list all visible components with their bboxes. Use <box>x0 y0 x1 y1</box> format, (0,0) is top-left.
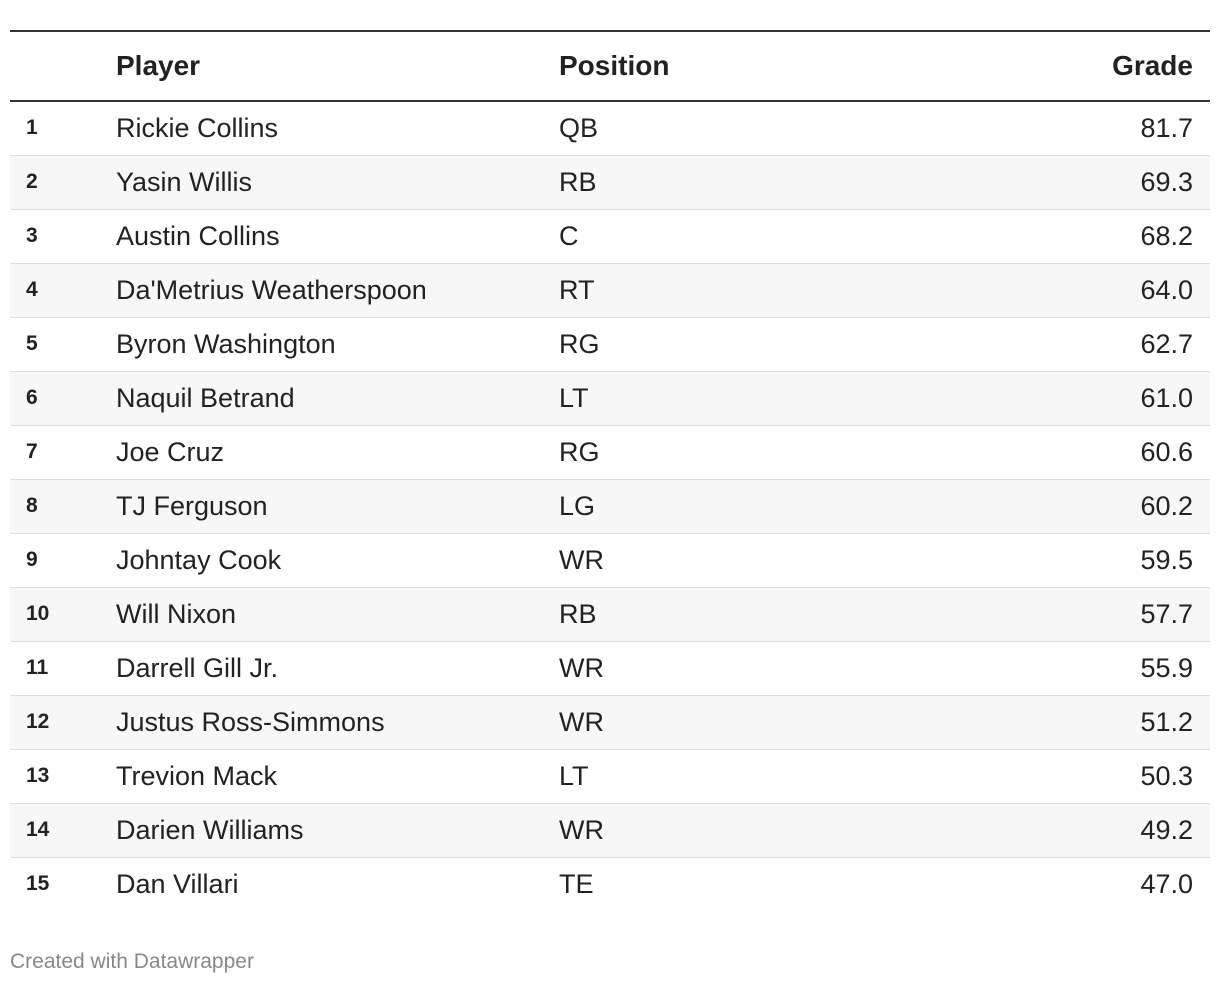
rank-cell: 4 <box>26 278 38 301</box>
grade-cell: 59.5 <box>1140 544 1193 575</box>
table-row: 13 Trevion Mack LT 50.3 <box>10 749 1210 803</box>
player-cell: Trevion Mack <box>116 760 278 791</box>
grade-cell: 49.2 <box>1140 814 1193 845</box>
player-grades-table: Player Position Grade 1 Rickie Collins QB 8… <box>10 30 1210 911</box>
table-header: Player Position Grade <box>10 31 1210 101</box>
position-cell: RB <box>559 598 597 629</box>
player-cell: Will Nixon <box>116 598 237 629</box>
rank-cell: 11 <box>26 656 49 679</box>
rank-cell: 10 <box>26 602 50 625</box>
grade-cell: 57.7 <box>1140 598 1193 629</box>
rank-cell: 12 <box>26 710 50 733</box>
table-row: 7 Joe Cruz RG 60.6 <box>10 425 1210 479</box>
header-row: Player Position Grade <box>10 31 1210 101</box>
position-cell: C <box>559 220 579 251</box>
position-cell: RB <box>559 166 597 197</box>
rank-cell: 1 <box>26 116 38 140</box>
table-body: 1 Rickie Collins QB 81.7 2 Yasin Willis RB 69.3… <box>10 101 1210 911</box>
player-cell: TJ Ferguson <box>116 490 268 521</box>
rank-cell: 5 <box>26 332 38 355</box>
rank-cell: 13 <box>26 764 50 787</box>
rank-cell: 14 <box>26 818 50 841</box>
header-grade: Grade <box>1112 50 1193 81</box>
rank-cell: 8 <box>26 494 38 517</box>
header-rank <box>10 31 116 101</box>
table-row: 12 Justus Ross-Simmons WR 51.2 <box>10 695 1210 749</box>
position-cell: RG <box>559 328 600 359</box>
player-cell: Yasin Willis <box>116 166 253 197</box>
table-row: 6 Naquil Betrand LT 61.0 <box>10 371 1210 425</box>
table-row: 1 Rickie Collins QB 81.7 <box>10 101 1210 155</box>
player-cell: Austin Collins <box>116 220 280 251</box>
header-player: Player <box>116 50 201 81</box>
player-cell: Byron Washington <box>116 328 336 359</box>
position-cell: RT <box>559 274 595 305</box>
position-cell: LT <box>559 760 589 791</box>
player-cell: Da'Metrius Weatherspoon <box>116 274 427 305</box>
table-row: 9 Johntay Cook WR 59.5 <box>10 533 1210 587</box>
grade-cell: 55.9 <box>1140 652 1193 683</box>
table-row: 2 Yasin Willis RB 69.3 <box>10 155 1210 209</box>
grade-cell: 68.2 <box>1140 220 1193 251</box>
grade-cell: 61.0 <box>1140 382 1193 413</box>
position-cell: WR <box>559 814 604 845</box>
header-position: Position <box>559 50 670 81</box>
rank-cell: 9 <box>26 548 38 571</box>
position-cell: QB <box>559 112 599 143</box>
grade-cell: 51.2 <box>1140 706 1193 737</box>
position-cell: WR <box>559 706 604 737</box>
table-row: 14 Darien Williams WR 49.2 <box>10 803 1210 857</box>
player-cell: Rickie Collins <box>116 112 279 143</box>
rank-cell: 2 <box>26 170 38 193</box>
table-row: 3 Austin Collins C 68.2 <box>10 209 1210 263</box>
player-cell: Darien Williams <box>116 814 304 845</box>
table-row: 11 Darrell Gill Jr. WR 55.9 <box>10 641 1210 695</box>
rank-cell: 7 <box>26 440 38 463</box>
table-row: 15 Dan Villari TE 47.0 <box>10 857 1210 911</box>
grade-cell: 47.0 <box>1140 868 1193 899</box>
data-table-container: Player Position Grade 1 Rickie Collins QB 8… <box>10 30 1210 911</box>
table-row: 4 Da'Metrius Weatherspoon RT 64.0 <box>10 263 1210 317</box>
datawrapper-credit: Created with Datawrapper <box>10 950 254 973</box>
player-cell: Dan Villari <box>116 868 239 899</box>
grade-cell: 69.3 <box>1140 166 1193 197</box>
position-cell: RG <box>559 436 600 467</box>
rank-cell: 6 <box>26 386 38 409</box>
rank-cell: 3 <box>26 224 38 247</box>
player-cell: Darrell Gill Jr. <box>116 652 279 683</box>
table-row: 5 Byron Washington RG 62.7 <box>10 317 1210 371</box>
position-cell: TE <box>559 868 594 899</box>
grade-cell: 62.7 <box>1140 328 1193 359</box>
table-row: 10 Will Nixon RB 57.7 <box>10 587 1210 641</box>
grade-cell: 60.6 <box>1140 436 1193 467</box>
position-cell: LG <box>559 490 596 521</box>
grade-cell: 60.2 <box>1140 490 1193 521</box>
position-cell: WR <box>559 652 604 683</box>
position-cell: LT <box>559 382 589 413</box>
player-cell: Justus Ross-Simmons <box>116 706 385 737</box>
position-cell: WR <box>559 544 604 575</box>
player-cell: Johntay Cook <box>116 544 282 575</box>
player-cell: Joe Cruz <box>116 436 225 467</box>
grade-cell: 64.0 <box>1140 274 1193 305</box>
player-cell: Naquil Betrand <box>116 382 295 413</box>
grade-cell: 50.3 <box>1140 760 1193 791</box>
table-row: 8 TJ Ferguson LG 60.2 <box>10 479 1210 533</box>
rank-cell: 15 <box>26 872 50 896</box>
grade-cell: 81.7 <box>1140 112 1193 143</box>
